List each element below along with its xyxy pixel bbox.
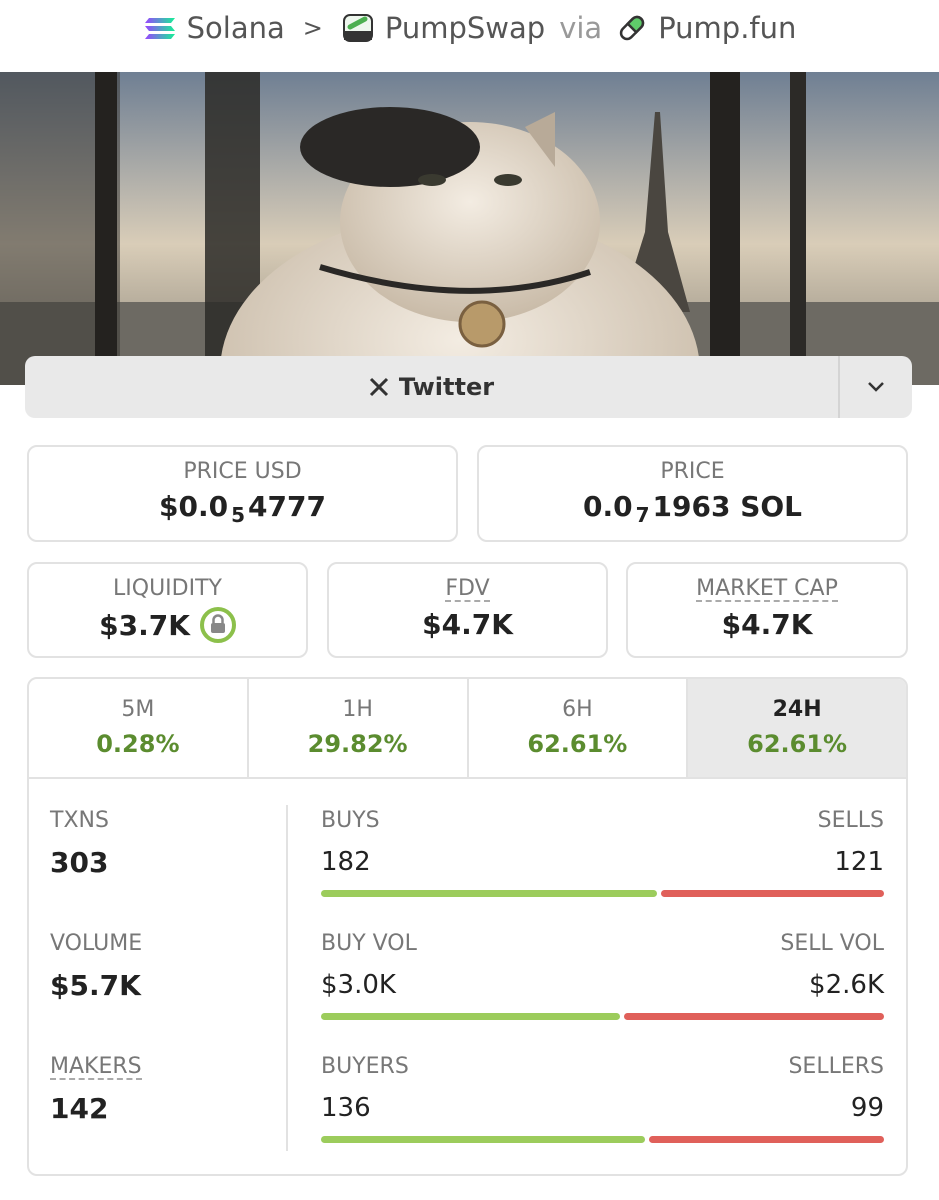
sell-label: SELL VOL [780,931,884,956]
price-zeros: 7 [635,502,650,527]
tab-change: 62.61% [747,730,848,758]
tab-label: 1H [342,697,373,722]
separator: > [302,14,323,42]
timeframe-tab[interactable]: 1H 29.82% [249,679,469,777]
tab-label: 5M [121,697,155,722]
sell-label: SELLS [817,808,884,833]
tab-change: 62.61% [527,730,628,758]
dex-icon [342,14,373,42]
sell-value: 99 [850,1093,884,1123]
stat-label-text: VOLUME [50,931,143,956]
lock-icon [199,607,236,643]
twitter-label: Twitter [398,373,495,401]
buy-bar [321,1136,645,1143]
card-value: 0.0 7 1963 SOL [479,490,906,527]
buy-label: BUYS [321,808,380,833]
market-cap-card: MARKET CAP $4.7K [626,562,908,658]
price-prefix: $0.0 [159,490,229,523]
stat-value: 303 [50,846,109,879]
chain-link[interactable]: Solana [186,11,285,45]
breadcrumb: Solana > PumpSwap via Pump.fun [0,8,939,48]
divider [286,805,288,1151]
launchpad-icon [619,15,645,41]
buy-label: BUYERS [321,1054,409,1079]
via-text: via [559,11,603,45]
buy-label: BUY VOL [321,931,417,956]
sell-value: 121 [834,847,884,877]
market-cap-label[interactable]: MARKET CAP [696,576,838,603]
dex-link[interactable]: PumpSwap [384,11,546,45]
timeframe-tab[interactable]: 5M 0.28% [29,679,249,777]
token-banner [0,72,939,385]
launchpad-link[interactable]: Pump.fun [658,11,797,45]
buy-bar [321,1013,621,1020]
price-zeros: 5 [231,502,246,527]
buy-value: $3.0K [321,970,396,1000]
dropdown-toggle[interactable] [838,356,912,418]
sell-bar [624,1013,884,1020]
buy-bar [321,890,657,897]
sell-bar [660,890,884,897]
market-cap-value: $4.7K [721,608,813,642]
card-label: MARKET CAP [628,576,906,603]
price-digits: 4777 [248,490,326,523]
sell-bar [648,1136,884,1143]
tab-label: 24H [772,697,822,722]
stat-value: 142 [50,1092,109,1125]
tab-change: 0.28% [96,730,180,758]
liquidity-value: $3.7K [99,608,190,642]
sell-label: SELLERS [788,1054,884,1079]
timeframe-tab[interactable]: 6H 62.61% [469,679,689,777]
solana-icon [144,18,175,39]
social-dropdown: Twitter [25,356,912,418]
card-label: FDV [329,576,606,603]
fdv-label[interactable]: FDV [445,576,490,603]
sell-value: $2.6K [809,970,884,1000]
buy-value: 136 [321,1093,371,1123]
tab-change: 29.82% [307,730,408,758]
fdv-card: FDV $4.7K [327,562,608,658]
stat-label-text[interactable]: MAKERS [50,1054,142,1081]
stat-label: VOLUME [50,931,142,956]
stat-label: TXNS [50,808,109,833]
stat-value: $5.7K [50,969,141,1002]
stat-label-text: TXNS [50,808,109,833]
x-icon [369,377,388,397]
card-label: LIQUIDITY [113,576,222,601]
fdv-value: $4.7K [422,608,513,642]
price-card: PRICE 0.0 7 1963 SOL [477,445,908,542]
timeframe-tab[interactable]: 24H 62.61% [688,679,906,777]
stats-panel: 5M 0.28% 1H 29.82% 6H 62.61% 24H 62.61% [27,677,908,1176]
timeframe-tabs: 5M 0.28% 1H 29.82% 6H 62.61% 24H 62.61% [29,679,906,779]
chevron-icon [868,382,884,392]
price-prefix: 0.0 [582,490,633,523]
price-digits: 1963 SOL [652,490,803,523]
card-value: $3.7K [29,607,306,643]
twitter-button[interactable]: Twitter [25,356,838,418]
card-value: $0.0 5 4777 [29,490,456,527]
stat-label: MAKERS [50,1054,142,1081]
buy-value: 182 [321,847,371,877]
card-label: PRICE USD [183,459,302,484]
card-label: PRICE [660,459,725,484]
tab-label: 6H [562,697,593,722]
price-usd-card: PRICE USD $0.0 5 4777 [27,445,458,542]
liquidity-card: LIQUIDITY $3.7K [27,562,308,658]
